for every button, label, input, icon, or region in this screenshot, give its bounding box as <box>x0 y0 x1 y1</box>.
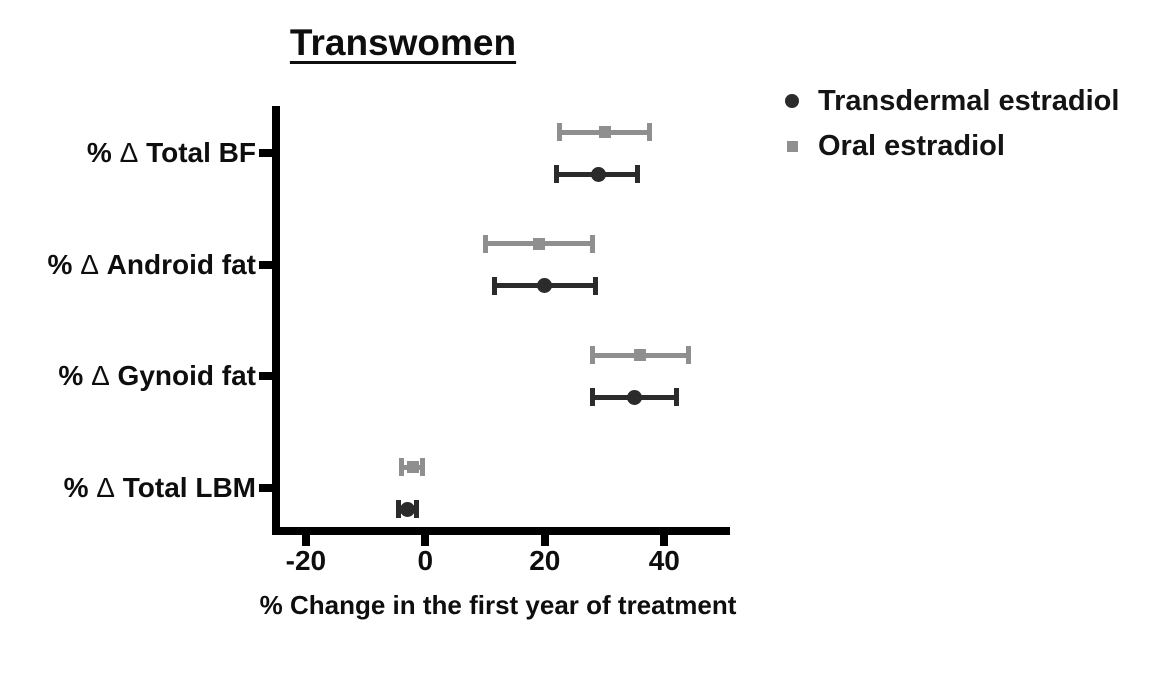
x-axis-tick <box>660 535 669 546</box>
marker-circle-transdermal <box>399 501 415 517</box>
marker-circle-transdermal <box>591 166 607 182</box>
errorbar-cap-right-transdermal <box>673 388 679 407</box>
errorbar-cap-left-oral <box>398 458 404 476</box>
legend-label-transdermal: Transdermal estradiol <box>818 84 1120 117</box>
marker-square-oral <box>634 349 647 362</box>
legend-item-oral: Oral estradiol <box>781 130 1119 162</box>
y-axis-tick <box>259 260 272 269</box>
x-axis-tick <box>301 535 310 546</box>
legend-label-oral: Oral estradiol <box>818 129 1005 162</box>
square-marker-icon <box>786 140 798 152</box>
errorbar-cap-right-transdermal <box>413 500 419 518</box>
chart-title: Transwomen <box>289 22 517 63</box>
errorbar-cap-right-oral <box>685 346 691 365</box>
marker-circle-transdermal <box>537 278 553 294</box>
legend-marker-cell <box>781 140 803 152</box>
marker-square-oral <box>598 126 611 138</box>
errorbar-cap-right-transdermal <box>634 165 640 183</box>
x-axis-tick <box>540 535 549 546</box>
marker-square-oral <box>532 237 545 250</box>
delta-symbol: Δ <box>119 137 139 168</box>
errorbar-cap-left-oral <box>557 123 563 141</box>
errorbar-cap-left-transdermal <box>491 276 497 295</box>
circle-marker-icon <box>785 94 799 108</box>
errorbar-cap-left-transdermal <box>554 165 560 183</box>
x-tick-label: -20 <box>285 545 327 576</box>
category-label: % Δ Total LBM <box>63 472 256 503</box>
y-axis-tick <box>259 149 272 157</box>
legend-marker-cell <box>781 94 803 108</box>
marker-circle-transdermal <box>626 389 642 405</box>
marker-square-oral <box>407 461 420 473</box>
y-axis-tick <box>259 484 272 492</box>
category-label: % Δ Android fat <box>47 248 256 280</box>
delta-symbol: Δ <box>96 472 115 503</box>
x-tick-label: 0 <box>417 545 434 576</box>
errorbar-cap-left-transdermal <box>395 500 401 518</box>
x-tick-label: 20 <box>529 545 561 576</box>
category-label: % Δ Total BF <box>86 137 256 168</box>
errorbar-cap-left-transdermal <box>590 388 596 407</box>
errorbar-cap-right-transdermal <box>593 276 599 295</box>
y-axis-tick <box>259 372 272 381</box>
errorbar-cap-right-oral <box>646 123 652 141</box>
legend-item-transdermal: Transdermal estradiol <box>781 85 1119 117</box>
errorbar-cap-left-oral <box>590 346 596 365</box>
axis-frame <box>272 106 730 535</box>
category-label: % Δ Gynoid fat <box>58 360 256 392</box>
delta-symbol: Δ <box>91 360 110 392</box>
legend: Transdermal estradiol Oral estradiol <box>781 85 1119 175</box>
x-axis-tick <box>421 535 430 546</box>
errorbar-cap-right-oral <box>590 234 596 253</box>
delta-symbol: Δ <box>80 248 99 280</box>
errorbar-cap-right-oral <box>419 458 425 476</box>
errorbar-cap-left-oral <box>482 234 488 253</box>
x-axis-title: % Change in the first year of treatment <box>259 590 737 620</box>
x-tick-label: 40 <box>648 545 680 576</box>
